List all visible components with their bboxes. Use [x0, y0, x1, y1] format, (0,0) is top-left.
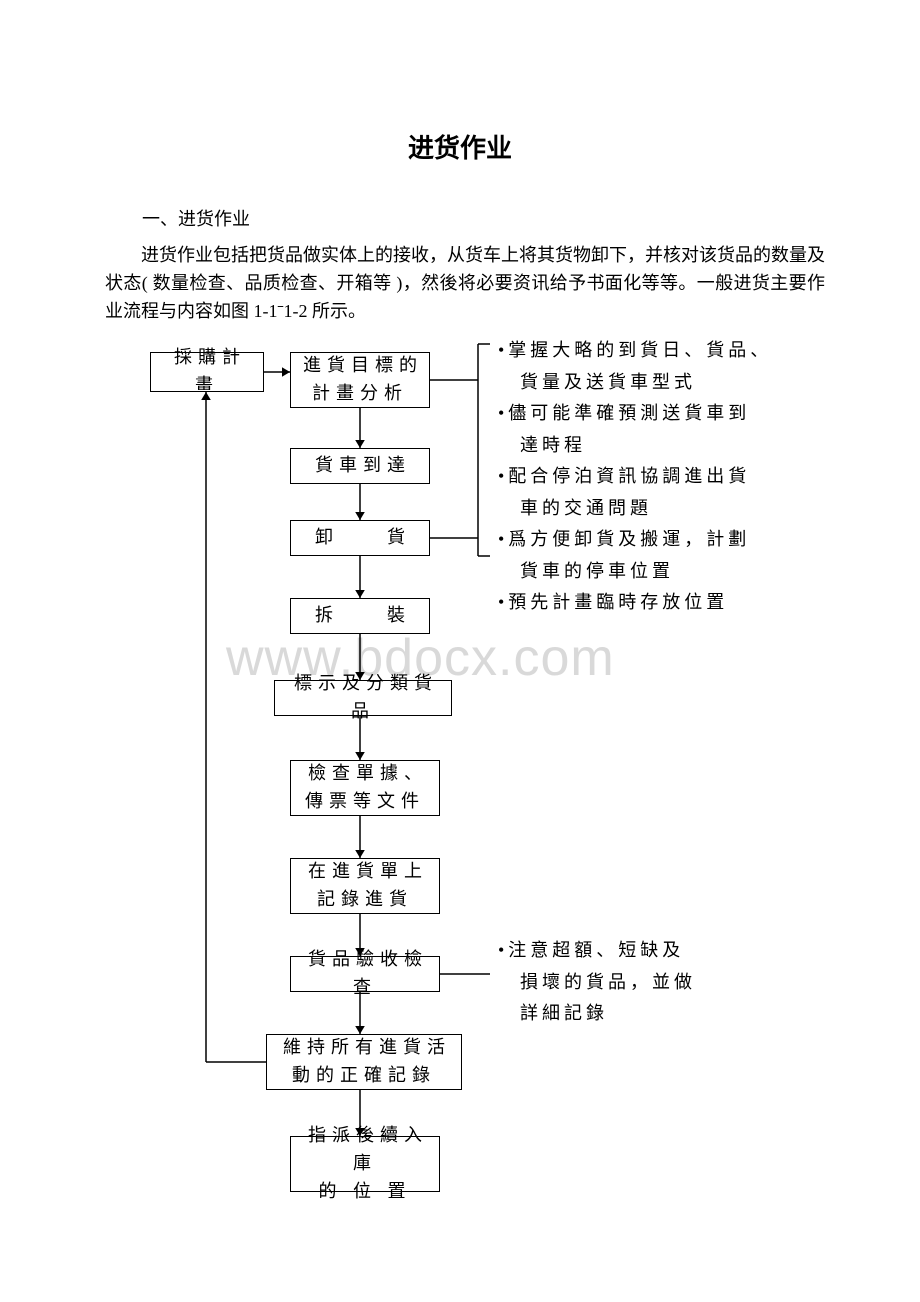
flow-node-n3: 貨車到達 [290, 448, 430, 484]
flow-node-label: 指派後續入庫的 位 置 [297, 1122, 433, 1206]
annotation-line: 貨車的停車位置 [498, 556, 772, 588]
annotation-line: 詳細記錄 [498, 998, 696, 1030]
annotation-line: •爲方便卸貨及搬運，計劃 [498, 524, 772, 556]
annotation-line: •注意超額、短缺及 [498, 935, 696, 967]
flow-node-n2: 進貨目標的計畫分析 [290, 352, 430, 408]
flow-node-label: 檢查單據、傳票等文件 [302, 760, 428, 816]
flow-node-n8: 在進貨單上記錄進貨 [290, 858, 440, 914]
flow-node-label: 拆 裝 [309, 602, 411, 630]
annotation-line: •配合停泊資訊協調進出貨 [498, 461, 772, 493]
annotation-line: •掌握大略的到貨日、貨品、 [498, 335, 772, 367]
annotation-a2: •注意超額、短缺及 損壞的貨品，並做 詳細記錄 [498, 935, 696, 1030]
annotation-line: 車的交通問題 [498, 493, 772, 525]
flow-node-label: 卸 貨 [309, 524, 411, 552]
flow-node-n9: 貨品驗收檢查 [290, 956, 440, 992]
flow-node-label: 進貨目標的計畫分析 [297, 352, 423, 408]
flowchart: 採購計畫進貨目標的計畫分析貨車到達卸 貨拆 裝標示及分類貨品檢查單據、傳票等文件… [0, 0, 920, 1302]
flow-node-label: 貨品驗收檢查 [297, 946, 433, 1002]
flow-node-n6: 標示及分類貨品 [274, 680, 452, 716]
flow-node-label: 標示及分類貨品 [281, 670, 445, 726]
annotation-line: 貨量及送貨車型式 [498, 367, 772, 399]
annotation-line: •預先計畫臨時存放位置 [498, 587, 772, 619]
flow-node-label: 採購計畫 [157, 344, 257, 400]
flow-node-n5: 拆 裝 [290, 598, 430, 634]
flow-node-n10: 維持所有進貨活動的正確記錄 [266, 1034, 462, 1090]
annotation-a1: •掌握大略的到貨日、貨品、 貨量及送貨車型式•儘可能準確預測送貨車到 達時程•配… [498, 335, 772, 619]
flow-node-n11: 指派後續入庫的 位 置 [290, 1136, 440, 1192]
flow-node-n4: 卸 貨 [290, 520, 430, 556]
annotation-line: •儘可能準確預測送貨車到 [498, 398, 772, 430]
annotation-line: 損壞的貨品，並做 [498, 967, 696, 999]
flowchart-lines [0, 0, 920, 1302]
flow-node-n1: 採購計畫 [150, 352, 264, 392]
flow-node-label: 維持所有進貨活動的正確記錄 [277, 1034, 451, 1090]
annotation-line: 達時程 [498, 430, 772, 462]
flow-node-label: 在進貨單上記錄進貨 [302, 858, 428, 914]
flow-node-n7: 檢查單據、傳票等文件 [290, 760, 440, 816]
flow-node-label: 貨車到達 [309, 452, 411, 480]
